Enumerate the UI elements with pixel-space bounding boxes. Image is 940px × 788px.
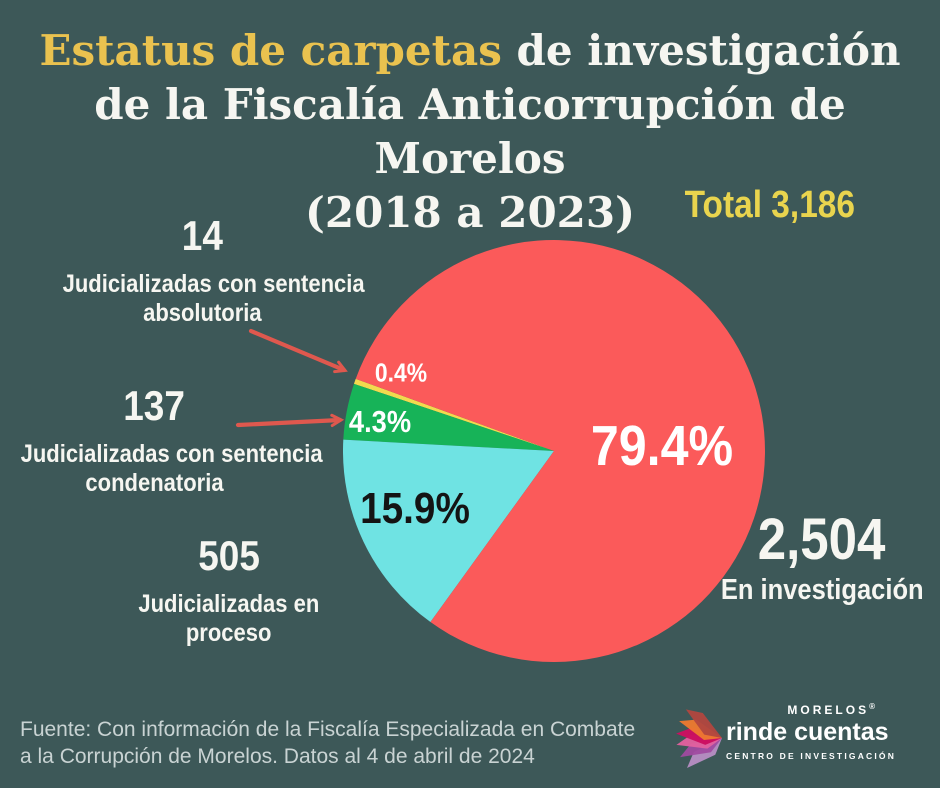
logo-centro-investigacion: CENTRO DE INVESTIGACIÓN (726, 751, 897, 761)
pie-slice-condenatoria (343, 383, 554, 451)
annotation-condenatoria-label: Judicializadas con sentencia condenatori… (20, 440, 323, 497)
annotation-investigacion: 2,504 En investigación (702, 507, 940, 606)
source-line-1: Fuente: Con información de la Fiscalía E… (20, 718, 636, 741)
pie-label-condenatoria: 4.3% (348, 404, 412, 439)
logo-morelos: MORELOS® (787, 702, 878, 717)
source-note: Fuente: Con información de la Fiscalía E… (20, 716, 635, 770)
registered-mark-icon: ® (869, 702, 878, 711)
pie-chart (343, 240, 765, 662)
logo-rinde-cuentas: rinde cuentas (726, 718, 889, 746)
pie-slice-investigacion (355, 240, 765, 662)
annotation-condenatoria: 137 Judicializadas con sentencia condena… (0, 382, 323, 498)
page-title: Estatus de carpetas de investigación de … (0, 24, 940, 240)
annotation-absolutoria-count: 14 (181, 212, 223, 259)
title-highlight: Estatus de carpetas (39, 26, 502, 75)
annotation-absolutoria: 14 Judicializadas con sentencia absoluto… (42, 212, 365, 328)
arrow-absolutoria (248, 328, 348, 374)
rinde-cuentas-logo-icon (676, 709, 722, 768)
total-label: Total 3,186 (684, 184, 856, 226)
pie-label-investigacion: 79.4% (590, 414, 734, 478)
title-line-1: Estatus de carpetas de investigación (0, 24, 940, 78)
pie-label-absolutoria: 0.4% (374, 357, 428, 388)
rinde-cuentas-logo-text: MORELOS® rinde cuentas CENTRO DE INVESTI… (726, 702, 897, 761)
annotation-proceso: 505 Judicializadas en proceso (70, 532, 388, 648)
annotation-proceso-count: 505 (198, 532, 260, 579)
pie-slice-absolutoria (353, 378, 554, 451)
annotation-condenatoria-count: 137 (123, 382, 185, 429)
annotation-investigacion-count: 2,504 (758, 507, 886, 572)
annotation-investigacion-label: En investigación (720, 574, 924, 606)
annotation-absolutoria-label: Judicializadas con sentencia absolutoria (62, 270, 365, 327)
pie-label-proceso: 15.9% (360, 484, 470, 533)
source-line-2: a la Corrupción de Morelos. Datos al 4 d… (20, 745, 535, 768)
annotation-proceso-label: Judicializadas en proceso (138, 590, 320, 647)
title-line-1-rest: de investigación (501, 26, 901, 75)
rinde-cuentas-logo: MORELOS® rinde cuentas CENTRO DE INVESTI… (660, 696, 897, 782)
title-line-3: (2018 a 2023) (305, 188, 635, 237)
pie-slice-proceso (343, 439, 554, 623)
title-line-2: de la Fiscalía Anticorrupción de Morelos (94, 80, 846, 183)
